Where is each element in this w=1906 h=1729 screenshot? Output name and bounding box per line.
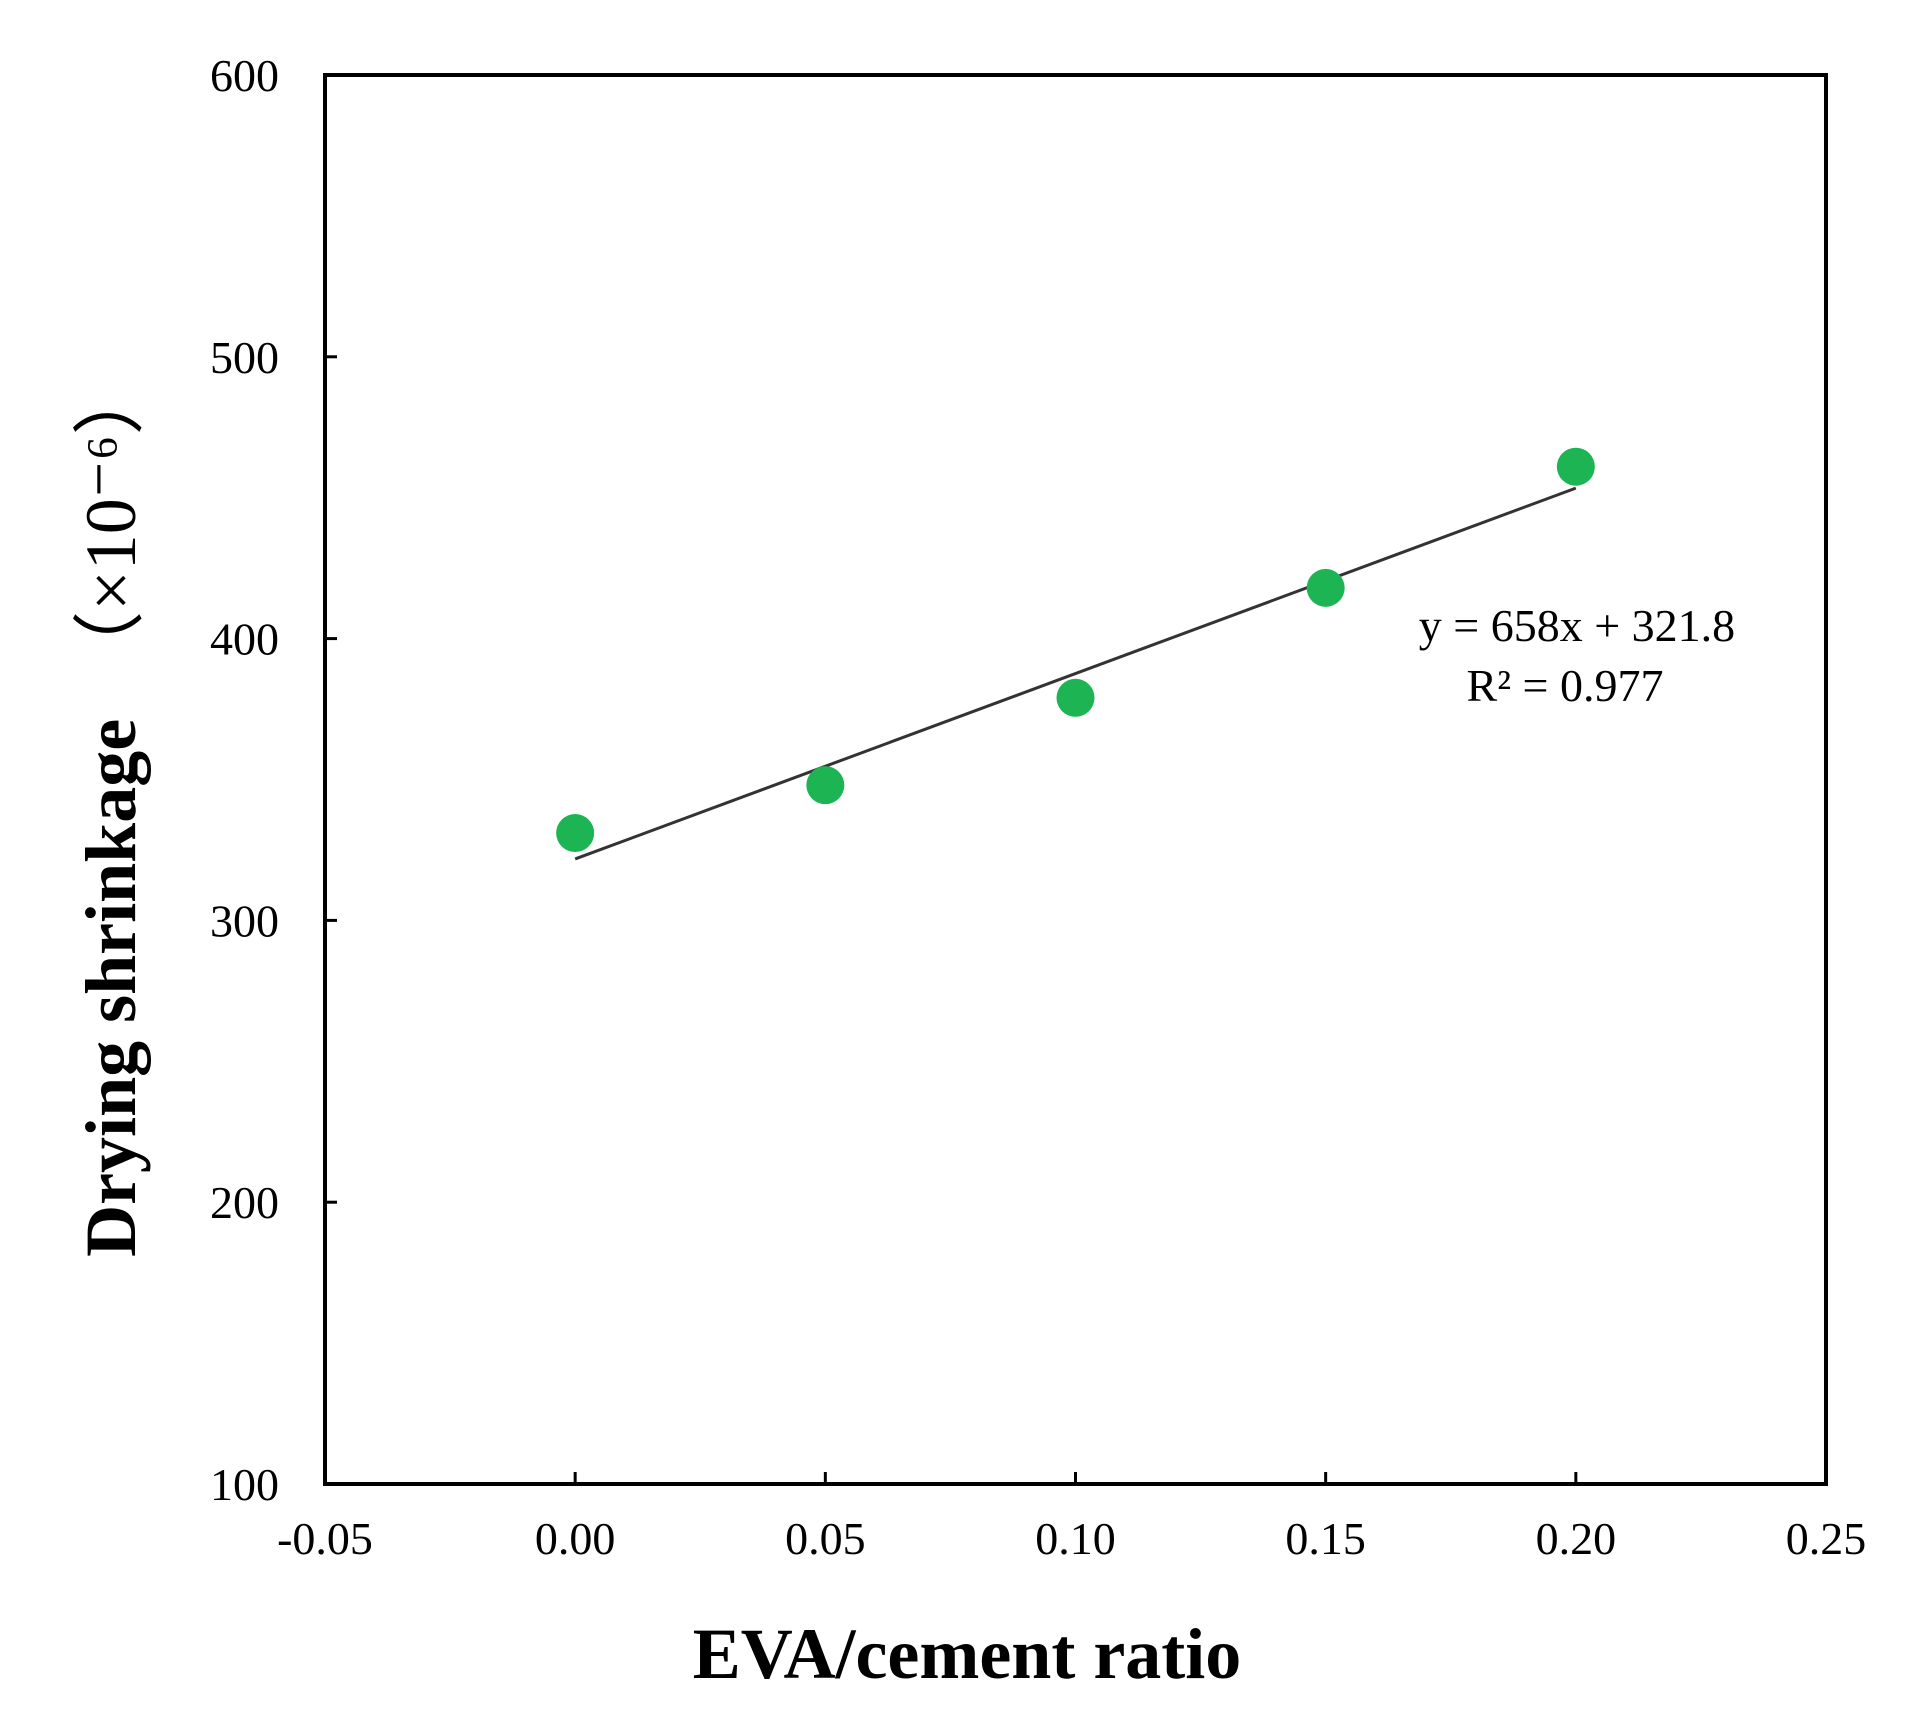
x-tick-label: 0.20 <box>1536 1513 1617 1564</box>
data-point <box>1556 447 1595 486</box>
data-point <box>1056 678 1095 717</box>
data-points <box>556 447 1595 853</box>
x-tick-label: 0.15 <box>1285 1513 1366 1564</box>
x-tick-label: 0.25 <box>1786 1513 1867 1564</box>
plot-frame <box>323 73 1828 1486</box>
y-tick-label: 500 <box>210 332 279 383</box>
y-axis-ticks: 100 200 300 400 500 600 <box>210 50 337 1510</box>
data-point <box>806 766 845 805</box>
data-point <box>1306 568 1345 607</box>
x-axis-title: EVA/cement ratio <box>693 1614 1242 1694</box>
y-tick-label: 600 <box>210 50 279 101</box>
y-tick-label: 100 <box>210 1459 279 1510</box>
x-tick-label: -0.05 <box>277 1513 373 1564</box>
y-axis-title-text: Drying shrinkage <box>71 719 151 1257</box>
x-tick-label: 0.05 <box>785 1513 866 1564</box>
trendline-r-squared: R² = 0.977 <box>1467 660 1664 711</box>
y-axis-unit: （×10⁻⁶） <box>71 363 151 683</box>
y-tick-label: 200 <box>210 1177 279 1228</box>
x-tick-label: 0.00 <box>535 1513 616 1564</box>
y-axis-title: Drying shrinkage （×10⁻⁶） <box>71 363 151 1257</box>
y-tick-label: 400 <box>210 614 279 665</box>
data-point <box>556 814 595 853</box>
x-axis-ticks: -0.05 0.00 0.05 0.10 0.15 0.20 0.25 <box>277 1472 1866 1564</box>
trendline-equation: y = 658x + 321.8 <box>1419 600 1735 651</box>
y-tick-label: 300 <box>210 895 279 946</box>
x-tick-label: 0.10 <box>1035 1513 1116 1564</box>
trendline <box>574 486 1577 861</box>
